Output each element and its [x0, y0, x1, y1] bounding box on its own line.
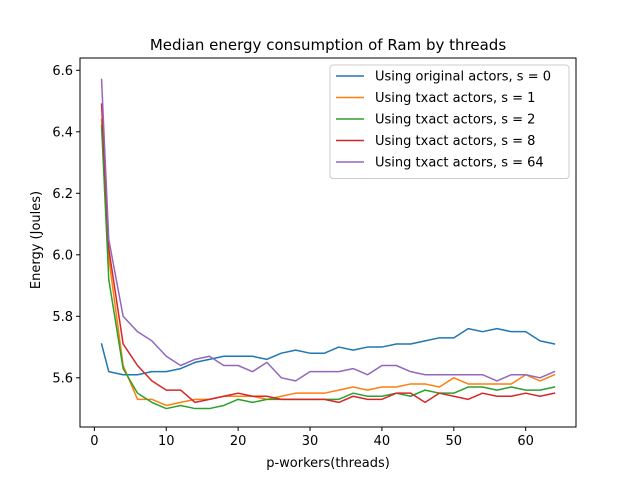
y-axis-ticks: 5.6 5.8 6.0 6.2 6.4 6.6 [52, 64, 80, 386]
plot-frame [79, 57, 577, 428]
legend-label-3: Using txact actors, s = 2 [375, 113, 535, 128]
plot-content [100, 78, 556, 410]
x-tick-label: 10 [158, 434, 175, 449]
x-tick-label: 20 [230, 434, 247, 449]
legend-label-5: Using txact actors, s = 64 [375, 156, 544, 171]
y-tick-label: 6.0 [52, 248, 73, 263]
x-axis-label: p-workers(threads) [266, 456, 390, 471]
legend-box [329, 64, 570, 179]
x-tick-label: 30 [302, 434, 319, 449]
legend-label-1: Using original actors, s = 0 [375, 70, 551, 85]
series-line-2 [100, 118, 556, 407]
x-tick-label: 60 [517, 434, 534, 449]
y-tick-label: 6.4 [52, 125, 73, 140]
x-axis-ticks: 0 10 20 30 40 50 60 [90, 427, 534, 449]
legend-label-4: Using txact actors, s = 8 [375, 134, 535, 149]
y-tick-label: 6.2 [52, 187, 73, 202]
y-tick-label: 6.6 [52, 64, 73, 79]
series-line-1 [100, 327, 556, 376]
x-tick-label: 40 [374, 434, 391, 449]
x-tick-label: 50 [446, 434, 463, 449]
x-tick-label: 0 [90, 434, 98, 449]
chart-title: Median energy consumption of Ram by thre… [150, 36, 506, 54]
legend: Using original actors, s = 0 Using txact … [329, 64, 570, 179]
y-tick-label: 5.6 [52, 371, 73, 386]
series-line-4 [100, 103, 556, 404]
series-line-5 [100, 78, 556, 382]
y-axis-label: Energy (Joules) [29, 191, 44, 289]
legend-label-2: Using txact actors, s = 1 [375, 91, 535, 106]
y-tick-label: 5.8 [52, 310, 73, 325]
